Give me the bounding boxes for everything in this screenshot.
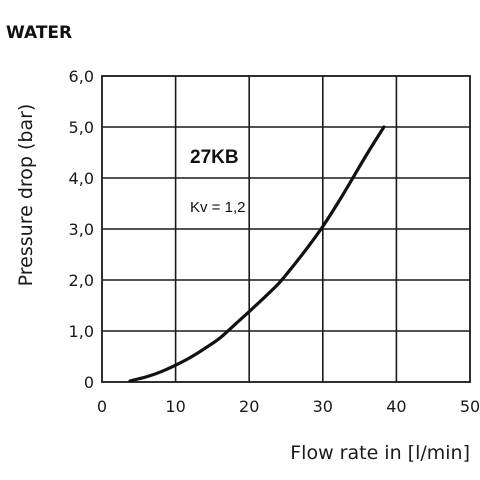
x-axis-title: Flow rate in [l/min] (290, 442, 470, 464)
y-tick-label: 3,0 (69, 220, 94, 239)
x-tick-label: 20 (239, 397, 259, 416)
series-line-27kb (128, 125, 386, 383)
series-label: 27KB (190, 147, 239, 168)
x-tick-label: 50 (460, 397, 480, 416)
chart-heading: WATER (6, 23, 72, 43)
kv-annotation: Kv = 1,2 (190, 199, 245, 216)
x-tick-label: 0 (97, 397, 107, 416)
x-tick-label: 30 (313, 397, 333, 416)
x-tick-labels: 0 10 20 30 40 50 (97, 397, 480, 416)
plot-frame (101, 75, 471, 383)
y-tick-label: 4,0 (69, 169, 94, 188)
grid (102, 76, 470, 382)
y-tick-label: 0 (84, 373, 94, 392)
y-tick-labels: 0 1,0 2,0 3,0 4,0 5,0 6,0 (69, 67, 94, 392)
y-tick-label: 1,0 (69, 322, 94, 341)
y-tick-label: 6,0 (69, 67, 94, 86)
y-tick-label: 2,0 (69, 271, 94, 290)
x-tick-label: 40 (386, 397, 406, 416)
y-tick-label: 5,0 (69, 118, 94, 137)
x-tick-label: 10 (165, 397, 185, 416)
y-axis-title: Pressure drop (bar) (15, 104, 37, 287)
